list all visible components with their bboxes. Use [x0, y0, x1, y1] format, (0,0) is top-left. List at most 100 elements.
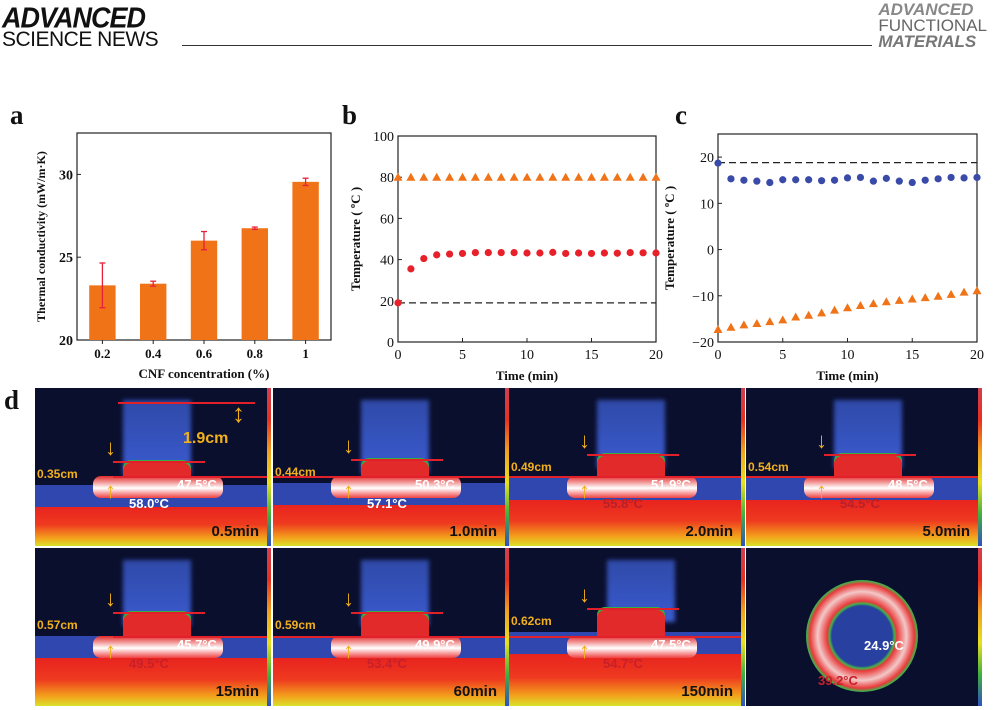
temperature-label: 47.5°C: [651, 637, 691, 652]
data-point: [458, 249, 467, 258]
sample-base: [567, 636, 697, 658]
temperature-label: 48.5°C: [888, 477, 928, 492]
down-arrow-icon: ↓: [343, 433, 354, 458]
up-arrow-icon: ↑: [579, 478, 590, 503]
data-point: [855, 300, 865, 309]
thickness-label: 0.35cm: [37, 467, 78, 481]
data-point: [470, 172, 480, 181]
data-point: [804, 310, 814, 319]
thickness-marker-line: [113, 612, 205, 614]
charts-area: 20 25 30 Thermal conductivity (mW/m·K) CNF c…: [34, 130, 984, 383]
y-tick-label: 30: [59, 168, 73, 183]
time-label: 2.0min: [685, 523, 733, 540]
data-point: [727, 175, 735, 183]
x-tick-label: 5: [459, 348, 466, 363]
down-arrow-icon: ↓: [343, 586, 354, 611]
data-point: [484, 248, 492, 257]
time-label: 60min: [453, 683, 497, 700]
temperature-label: 49.9°C: [415, 637, 455, 652]
color-scale-bar: [741, 548, 745, 706]
chart-a: 20 25 30 Thermal conductivity (mW/m·K) CNF c…: [34, 132, 332, 381]
data-point: [933, 291, 943, 300]
x-axis-label: Time (min): [816, 368, 878, 383]
y-tick-label: 80: [380, 171, 394, 186]
data-point: [881, 297, 891, 306]
height-label: 1.9cm: [183, 430, 229, 447]
data-point: [639, 249, 647, 257]
x-tick-label: 10: [841, 348, 855, 363]
chart-c: −20 −10 0 10 20 Temperature ( ºC ) Time (min) 0…: [662, 133, 984, 383]
color-scale-bar: [267, 388, 271, 546]
y-axis-label: Temperature ( ºC ): [348, 187, 363, 291]
x-tick-label: 5: [779, 348, 786, 363]
data-point: [895, 177, 903, 185]
bar: [241, 228, 269, 340]
baseline-marker-line: [746, 476, 982, 478]
thermal-image: ↓ ↑ 0.57cm 45.7°C 49.5°C 15min: [35, 548, 271, 706]
baseline-marker-line: [509, 476, 745, 478]
color-scale-bar: [505, 548, 509, 706]
thickness-marker-line: [351, 459, 443, 461]
baseline-marker-line: [273, 636, 509, 638]
down-arrow-icon: ↓: [816, 428, 827, 453]
data-point: [432, 172, 442, 181]
sample-base: [331, 476, 461, 498]
data-point: [535, 172, 545, 181]
sample-base: [567, 476, 697, 498]
data-point: [471, 248, 479, 257]
temperature-label: 39.2°C: [818, 673, 858, 688]
data-point: [536, 249, 544, 257]
data-point: [652, 249, 660, 257]
thickness-label: 0.44cm: [275, 465, 316, 479]
x-tick-label: 20: [649, 348, 663, 363]
x-tick-label: 10: [520, 348, 534, 363]
panel-label-d: d: [4, 385, 20, 415]
x-tick-label: 15: [585, 348, 599, 363]
bar: [190, 240, 218, 340]
color-scale-bar: [978, 548, 982, 706]
down-arrow-icon: ↓: [105, 586, 116, 611]
temperature-label: 51.9°C: [651, 477, 691, 492]
x-tick-label: 0.6: [196, 346, 213, 361]
data-point: [407, 265, 415, 273]
data-point: [574, 172, 584, 181]
data-point: [600, 249, 609, 257]
up-arrow-icon: ↑: [816, 478, 827, 503]
thermal-image: ↓ ↑ 0.62cm 47.5°C 54.7°C 150min: [509, 548, 745, 706]
x-tick-label: 0: [715, 348, 722, 363]
time-label: 15min: [215, 683, 259, 700]
thermal-image: ↓ ↑ 0.59cm 49.9°C 53.4°C 60min: [273, 548, 509, 706]
data-point: [599, 172, 609, 181]
data-point: [445, 172, 455, 181]
data-point: [612, 172, 622, 181]
journal-logo-line1: ADVANCED: [878, 0, 974, 19]
thickness-label: 0.54cm: [748, 460, 789, 474]
temperature-label: 49.5°C: [129, 656, 169, 671]
data-point: [394, 299, 402, 307]
data-point: [818, 177, 826, 185]
data-point: [973, 173, 981, 182]
data-point: [419, 172, 429, 181]
panel-label-b: b: [342, 100, 358, 130]
color-scale-bar: [741, 388, 745, 546]
data-point: [587, 249, 596, 258]
y-tick-label: 0: [707, 244, 714, 259]
up-arrow-icon: ↑: [579, 638, 590, 663]
data-point: [562, 249, 570, 258]
temperature-label: 24.9°C: [864, 638, 904, 653]
thermal-image: ↓ ↑ 0.54cm 48.5°C 54.5°C 5.0min: [746, 388, 982, 546]
temperature-label: 45.7°C: [177, 637, 217, 652]
x-tick-label: 0.4: [145, 346, 162, 361]
data-point: [856, 173, 865, 182]
x-tick-label: 1: [302, 346, 309, 361]
thickness-label: 0.49cm: [511, 460, 552, 474]
data-point: [509, 172, 519, 181]
data-point: [740, 176, 748, 184]
data-point: [779, 176, 787, 184]
heated-plate: [509, 500, 745, 546]
data-point: [510, 248, 518, 257]
data-point: [433, 251, 441, 259]
y-tick-label: 20: [700, 151, 714, 166]
data-point: [920, 293, 930, 302]
time-label: 5.0min: [922, 523, 970, 540]
